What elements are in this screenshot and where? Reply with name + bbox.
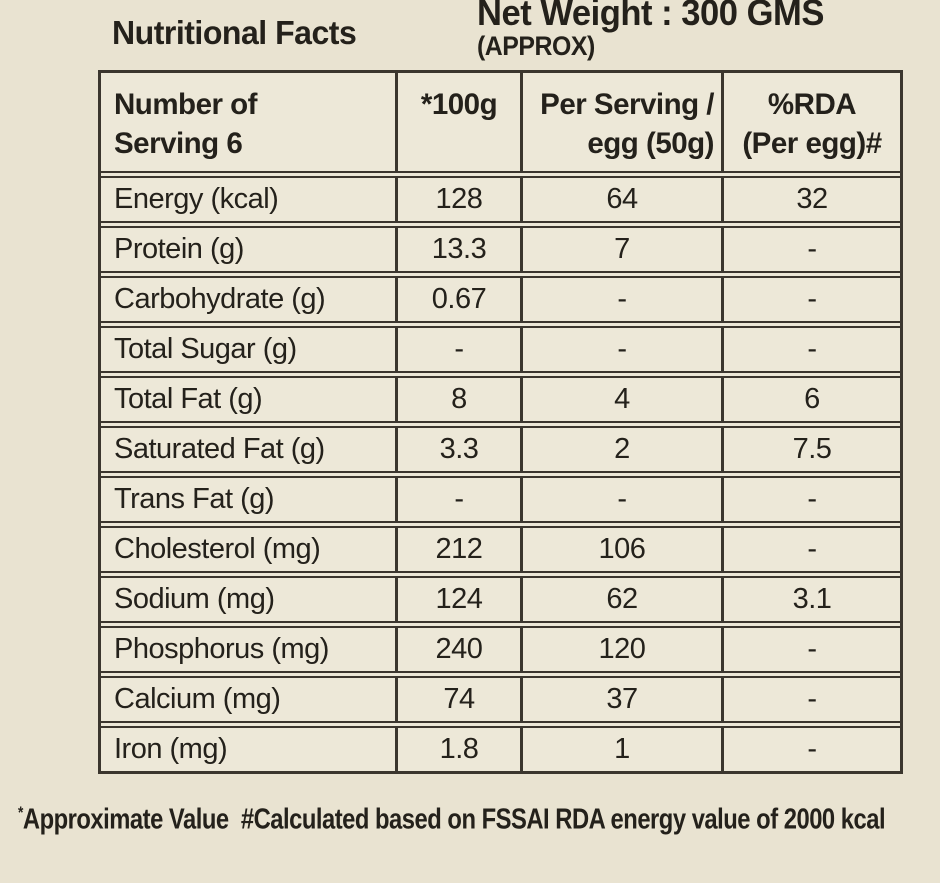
per-serving-value-cell: -	[520, 478, 721, 521]
per-100g-value-cell: 128	[395, 178, 520, 221]
per-serving-value-cell: 4	[520, 378, 721, 421]
column-header-per-serving: Per Serving / egg (50g)	[520, 73, 721, 171]
table-row: Protein (g) 13.3 7 -	[101, 221, 900, 271]
nutrient-label-cell: Calcium (mg)	[114, 683, 281, 715]
table-row: Phosphorus (mg) 240 120 -	[101, 621, 900, 671]
rda-value-cell: -	[721, 278, 900, 321]
rda-value-cell: -	[721, 628, 900, 671]
rda-value-cell: -	[721, 478, 900, 521]
table-row: Saturated Fat (g) 3.3 2 7.5	[101, 421, 900, 471]
rda-value-cell: 7.5	[721, 428, 900, 471]
per-serving-value-cell: 120	[520, 628, 721, 671]
nutrient-label-cell: Saturated Fat (g)	[114, 433, 325, 465]
rda-value-cell: -	[721, 528, 900, 571]
per-100g-value-cell: 74	[395, 678, 520, 721]
approx-label: (APPROX)	[477, 31, 595, 61]
nutrient-label-cell: Phosphorus (mg)	[114, 633, 329, 665]
page-title: Nutritional Facts	[112, 14, 357, 51]
per-100g-value-cell: 0.67	[395, 278, 520, 321]
per-serving-value-cell: 64	[520, 178, 721, 221]
nutrient-label-cell: Iron (mg)	[114, 733, 228, 765]
per-serving-value-cell: -	[520, 328, 721, 371]
per-100g-value-cell: 240	[395, 628, 520, 671]
nutrient-label-cell: Sodium (mg)	[114, 583, 275, 615]
per-serving-value-cell: -	[520, 278, 721, 321]
table-row: Trans Fat (g) - - -	[101, 471, 900, 521]
per-100g-value-cell: 212	[395, 528, 520, 571]
per-100g-value-cell: 13.3	[395, 228, 520, 271]
column-header-line: %RDA	[767, 88, 857, 121]
nutrition-table: Number of Serving 6 *100g Per Serving / …	[98, 70, 903, 774]
nutrient-label-cell: Cholesterol (mg)	[114, 533, 321, 565]
table-row: Carbohydrate (g) 0.67 - -	[101, 271, 900, 321]
rda-value-cell: 6	[721, 378, 900, 421]
per-serving-value-cell: 7	[520, 228, 721, 271]
per-100g-value-cell: 3.3	[395, 428, 520, 471]
nutrient-label-cell: Carbohydrate (g)	[114, 283, 326, 315]
rda-value-cell: -	[721, 728, 900, 771]
column-header-line: Number of	[114, 88, 258, 121]
table-row: Sodium (mg) 124 62 3.1	[101, 571, 900, 621]
table-row: Cholesterol (mg) 212 106 -	[101, 521, 900, 571]
table-row: Total Sugar (g) - - -	[101, 321, 900, 371]
rda-value-cell: 3.1	[721, 578, 900, 621]
nutrient-label-cell: Trans Fat (g)	[114, 483, 275, 515]
column-header-rda: %RDA (Per egg)#	[721, 73, 900, 171]
per-100g-value-cell: -	[395, 478, 520, 521]
per-100g-value-cell: 124	[395, 578, 520, 621]
per-100g-value-cell: 8	[395, 378, 520, 421]
net-weight-label: Net Weight : 300 GMS	[477, 0, 824, 33]
table-row: Iron (mg) 1.8 1 -	[101, 721, 900, 771]
nutrient-label-cell: Protein (g)	[114, 233, 244, 265]
per-serving-value-cell: 37	[520, 678, 721, 721]
column-header-line: (Per egg)#	[742, 126, 882, 160]
footnote-asterisk: *	[18, 803, 23, 822]
per-serving-value-cell: 62	[520, 578, 721, 621]
nutrient-label-cell: Total Fat (g)	[114, 383, 263, 415]
footnote: *Approximate Value #Calculated based on …	[18, 803, 886, 837]
per-100g-value-cell: 1.8	[395, 728, 520, 771]
nutrient-label-cell: Total Sugar (g)	[114, 333, 297, 365]
column-header-line: Per Serving /	[540, 88, 714, 121]
table-header-row: Number of Serving 6 *100g Per Serving / …	[101, 73, 900, 171]
rda-value-cell: -	[721, 228, 900, 271]
table-row: Energy (kcal) 128 64 32	[101, 171, 900, 221]
rda-value-cell: 32	[721, 178, 900, 221]
column-header-line: egg (50g)	[587, 126, 714, 160]
rda-value-cell: -	[721, 678, 900, 721]
column-header-per-100g: *100g	[395, 73, 520, 171]
column-header-line: *100g	[420, 88, 498, 121]
footnote-text: Approximate Value #Calculated based on F…	[22, 803, 886, 836]
nutrient-label-cell: Energy (kcal)	[114, 183, 279, 215]
per-serving-value-cell: 106	[520, 528, 721, 571]
column-header-line: Serving 6	[114, 126, 243, 160]
column-header-servings: Number of Serving 6	[101, 73, 395, 171]
table-row: Calcium (mg) 74 37 -	[101, 671, 900, 721]
table-row: Total Fat (g) 8 4 6	[101, 371, 900, 421]
rda-value-cell: -	[721, 328, 900, 371]
per-100g-value-cell: -	[395, 328, 520, 371]
per-serving-value-cell: 1	[520, 728, 721, 771]
per-serving-value-cell: 2	[520, 428, 721, 471]
